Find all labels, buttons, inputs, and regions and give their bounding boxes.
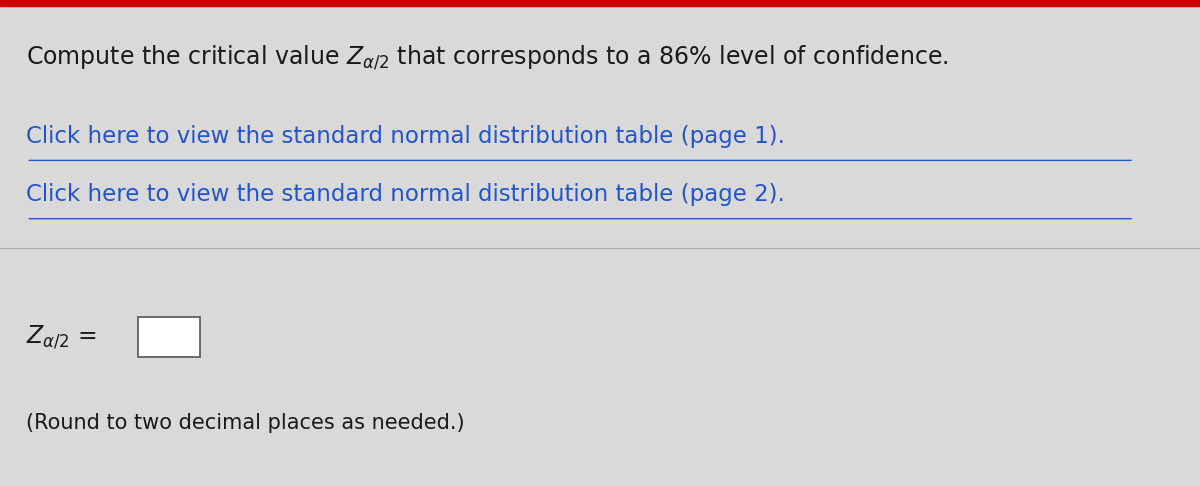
Text: Compute the critical value $Z_{\alpha/2}$ that corresponds to a 86% level of con: Compute the critical value $Z_{\alpha/2}… — [26, 44, 949, 72]
Bar — [0, 0, 1200, 6]
Text: Click here to view the standard normal distribution table (page 2).: Click here to view the standard normal d… — [26, 183, 785, 206]
Text: $Z_{\alpha/2}$ =: $Z_{\alpha/2}$ = — [26, 324, 97, 351]
Text: (Round to two decimal places as needed.): (Round to two decimal places as needed.) — [26, 413, 466, 433]
Text: Click here to view the standard normal distribution table (page 1).: Click here to view the standard normal d… — [26, 124, 785, 148]
FancyBboxPatch shape — [138, 317, 200, 357]
